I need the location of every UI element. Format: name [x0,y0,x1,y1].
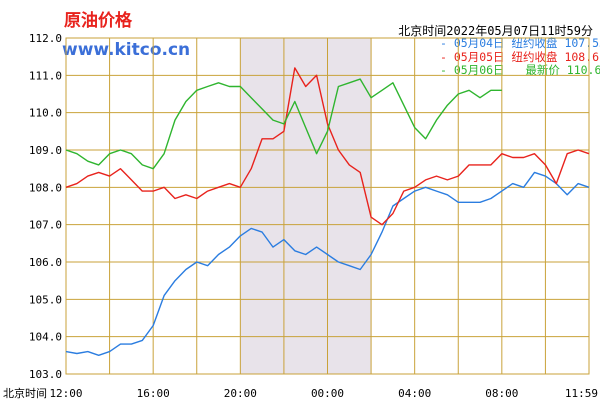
legend-marker: - [440,63,454,77]
y-tick-label: 110.0 [29,107,62,120]
shaded-region [240,38,372,374]
y-tick-label: 104.0 [29,331,62,344]
site-url-link[interactable]: www.kitco.cn [62,40,191,60]
legend-row-may06: - 05月06日 最新价 110.61 [440,63,600,78]
y-tick-label: 112.0 [29,32,62,45]
y-tick-label: 103.0 [29,368,62,381]
y-tick-label: 111.0 [29,69,62,82]
x-tick-label: 20:00 [224,387,257,400]
legend-row-may04: - 05月04日 纽约收盘 107.55 [440,36,600,51]
y-tick-label: 106.0 [29,256,62,269]
legend-label: 纽约收盘 [511,49,558,64]
legend-marker: - [440,36,454,50]
y-tick-label: 105.0 [29,293,62,306]
legend-date: 05月05日 [453,49,505,64]
legend-value: 108.61 [564,49,600,64]
legend-label: 最新价 [525,63,560,77]
legend-label: 纽约收盘 [511,36,558,50]
legend-date: 05月06日 [453,63,505,77]
x-tick-label: 04:00 [398,387,431,400]
x-tick-label: 12:00 [49,387,82,400]
y-tick-label: 108.0 [29,181,62,194]
legend-marker: - [440,49,454,64]
x-axis-title: 北京时间 [3,386,47,400]
x-tick-label: 16:00 [137,387,170,400]
legend-value: 110.61 [566,63,600,77]
plot-frame [65,37,590,375]
x-tick-label: 00:00 [311,387,344,400]
chart-title: 原油价格 [64,11,132,31]
series-line-0 [65,171,590,356]
y-tick-label: 109.0 [29,144,62,157]
x-tick-label: 11:59 [565,387,598,400]
series-line-2 [65,78,502,170]
series-line-1 [65,67,590,226]
y-tick-label: 107.0 [29,219,62,232]
legend: - 05月04日 纽约收盘 107.55 - 05月05日 纽约收盘 108.6… [440,36,600,78]
legend-row-may05: - 05月05日 纽约收盘 108.61 [440,49,600,65]
legend-value: 107.55 [564,36,600,50]
legend-date: 05月04日 [453,36,505,50]
timestamp-label: 北京时间2022年05月07日11时59分 [398,24,593,38]
x-tick-label: 08:00 [485,387,518,400]
